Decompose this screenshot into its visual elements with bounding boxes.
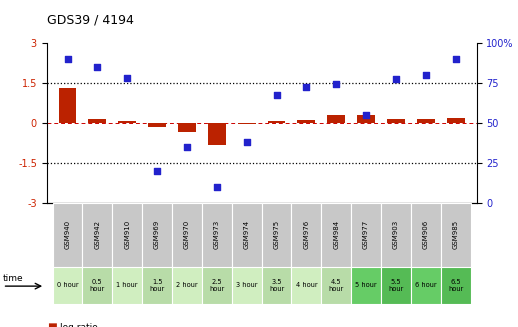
Point (302, 85, 310, 90)
Text: 1.5
hour: 1.5 hour (150, 279, 165, 292)
Text: GSM903: GSM903 (393, 220, 399, 249)
Text: 0 hour: 0 hour (56, 282, 78, 288)
Bar (351, 267, 381, 304)
Bar (232, 203, 262, 267)
Text: GSM906: GSM906 (423, 220, 429, 249)
Text: 6 hour: 6 hour (415, 282, 437, 288)
Text: GSM977: GSM977 (363, 220, 369, 249)
Text: GSM985: GSM985 (453, 220, 458, 249)
Bar (148, 123, 166, 127)
Point (183, 144, 191, 149)
Text: GSM910: GSM910 (124, 220, 130, 249)
Text: GSM976: GSM976 (304, 220, 309, 249)
Bar (268, 121, 285, 123)
Bar (292, 267, 321, 304)
Bar (381, 203, 411, 267)
Text: GSM975: GSM975 (274, 220, 280, 249)
Text: 3 hour: 3 hour (236, 282, 257, 288)
Text: 5.5
hour: 5.5 hour (388, 279, 404, 292)
Text: GSM974: GSM974 (243, 220, 250, 249)
Bar (53, 203, 82, 267)
Text: 4.5
hour: 4.5 hour (328, 279, 344, 292)
Point (63, 56, 71, 61)
Text: 2 hour: 2 hour (176, 282, 198, 288)
Bar (53, 267, 82, 304)
Bar (357, 115, 375, 123)
Bar (441, 267, 470, 304)
Text: GSM973: GSM973 (214, 220, 220, 249)
Text: 2.5
hour: 2.5 hour (209, 279, 224, 292)
Bar (387, 119, 405, 123)
Bar (59, 88, 77, 123)
Point (362, 112, 370, 117)
Text: 4 hour: 4 hour (296, 282, 317, 288)
Bar (351, 203, 381, 267)
Bar (262, 267, 292, 304)
Bar (142, 267, 172, 304)
Text: GSM984: GSM984 (333, 220, 339, 249)
Bar (411, 203, 441, 267)
Bar (202, 203, 232, 267)
Bar (262, 203, 292, 267)
Bar (118, 121, 136, 123)
Bar (321, 267, 351, 304)
Text: GSM942: GSM942 (94, 220, 100, 249)
Bar (89, 119, 106, 123)
Point (422, 72, 430, 77)
Text: time: time (3, 274, 23, 283)
Text: GSM969: GSM969 (154, 220, 160, 249)
Bar (238, 123, 255, 124)
Point (242, 139, 251, 145)
Point (153, 168, 161, 173)
Text: 1 hour: 1 hour (117, 282, 138, 288)
Bar (232, 267, 262, 304)
Bar (297, 120, 315, 123)
Bar (142, 203, 172, 267)
Point (272, 93, 281, 98)
Bar (202, 267, 232, 304)
Bar (208, 123, 226, 145)
Bar (82, 203, 112, 267)
Text: 5 hour: 5 hour (355, 282, 377, 288)
Text: 3.5
hour: 3.5 hour (269, 279, 284, 292)
Bar (178, 123, 196, 132)
Text: ■: ■ (47, 322, 56, 327)
Text: GSM970: GSM970 (184, 220, 190, 249)
Bar (447, 118, 465, 123)
Point (123, 75, 132, 80)
Bar (292, 203, 321, 267)
Bar (327, 115, 345, 123)
Point (392, 77, 400, 82)
Bar (441, 203, 470, 267)
Text: log ratio: log ratio (60, 322, 97, 327)
Bar (172, 267, 202, 304)
Point (93, 64, 102, 69)
Bar (112, 267, 142, 304)
Bar (381, 267, 411, 304)
Text: GDS39 / 4194: GDS39 / 4194 (47, 13, 134, 26)
Point (452, 56, 460, 61)
Bar (411, 267, 441, 304)
Text: 6.5
hour: 6.5 hour (448, 279, 463, 292)
Bar (82, 267, 112, 304)
Text: GSM940: GSM940 (65, 220, 70, 249)
Point (332, 81, 340, 87)
Bar (172, 203, 202, 267)
Bar (321, 203, 351, 267)
Text: 0.5
hour: 0.5 hour (90, 279, 105, 292)
Bar (417, 119, 435, 123)
Point (213, 184, 221, 189)
Bar (112, 203, 142, 267)
